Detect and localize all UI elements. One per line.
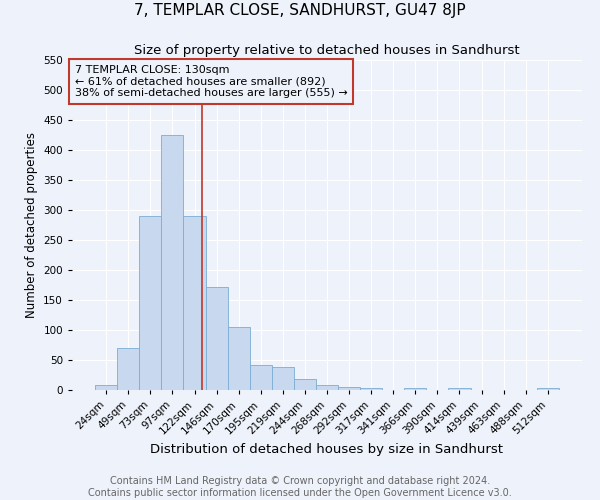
Text: 7 TEMPLAR CLOSE: 130sqm
← 61% of detached houses are smaller (892)
38% of semi-d: 7 TEMPLAR CLOSE: 130sqm ← 61% of detache… [74, 65, 347, 98]
Text: 7, TEMPLAR CLOSE, SANDHURST, GU47 8JP: 7, TEMPLAR CLOSE, SANDHURST, GU47 8JP [134, 2, 466, 18]
Bar [537, 388, 559, 390]
Bar [139, 216, 161, 390]
Bar [184, 216, 206, 390]
Bar [250, 365, 272, 390]
Text: Contains HM Land Registry data © Crown copyright and database right 2024.
Contai: Contains HM Land Registry data © Crown c… [88, 476, 512, 498]
Bar [338, 387, 360, 390]
X-axis label: Distribution of detached houses by size in Sandhurst: Distribution of detached houses by size … [151, 443, 503, 456]
Bar [448, 388, 470, 390]
Bar [95, 385, 117, 390]
Bar [227, 327, 250, 390]
Bar [360, 388, 382, 390]
Y-axis label: Number of detached properties: Number of detached properties [25, 132, 38, 318]
Bar [272, 367, 294, 390]
Bar [404, 388, 427, 390]
Bar [117, 348, 139, 390]
Bar [161, 135, 184, 390]
Title: Size of property relative to detached houses in Sandhurst: Size of property relative to detached ho… [134, 44, 520, 58]
Bar [294, 379, 316, 390]
Bar [316, 385, 338, 390]
Bar [206, 287, 227, 390]
